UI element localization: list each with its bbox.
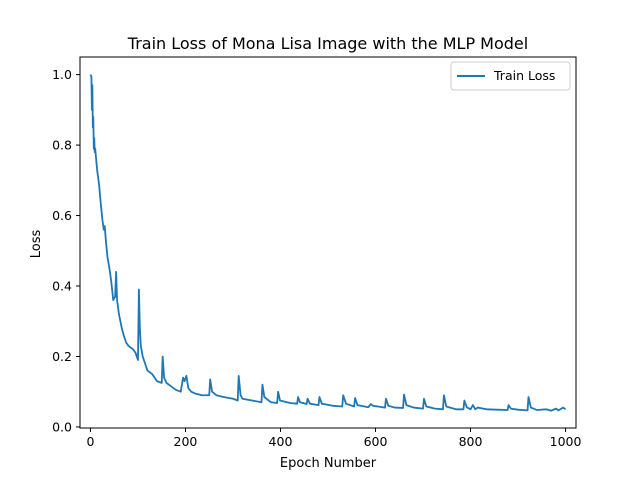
y-tick-label: 0.4 xyxy=(52,279,72,294)
y-tick-label: 1.0 xyxy=(52,67,72,82)
y-tick-label: 0.8 xyxy=(52,138,72,153)
legend-label: Train Loss xyxy=(493,68,555,83)
legend: Train Loss xyxy=(450,61,571,91)
y-axis-label: Loss xyxy=(29,230,44,259)
x-tick-label: 200 xyxy=(174,434,198,449)
legend-box xyxy=(450,61,571,91)
x-axis-label: Epoch Number xyxy=(280,456,377,471)
y-tick-label: 0.0 xyxy=(52,419,72,434)
plot-area xyxy=(79,56,577,429)
y-tick-label: 0.6 xyxy=(52,208,72,223)
x-tick-label: 400 xyxy=(269,434,293,449)
x-tick-label: 0 xyxy=(86,434,94,449)
axes-frame xyxy=(79,56,577,429)
y-tick-label: 0.2 xyxy=(52,349,72,364)
series-line-train-loss xyxy=(89,74,567,412)
x-tick-label: 800 xyxy=(459,434,483,449)
x-axis-ticks: 0 200 400 600 800 1000 xyxy=(86,428,582,449)
x-tick-label: 600 xyxy=(364,434,388,449)
series-layer xyxy=(89,74,567,412)
chart-title: Train Loss of Mona Lisa Image with the M… xyxy=(127,34,528,53)
y-axis-ticks: 0.0 0.2 0.4 0.6 0.8 1.0 xyxy=(52,67,80,434)
x-tick-label: 1000 xyxy=(550,434,582,449)
